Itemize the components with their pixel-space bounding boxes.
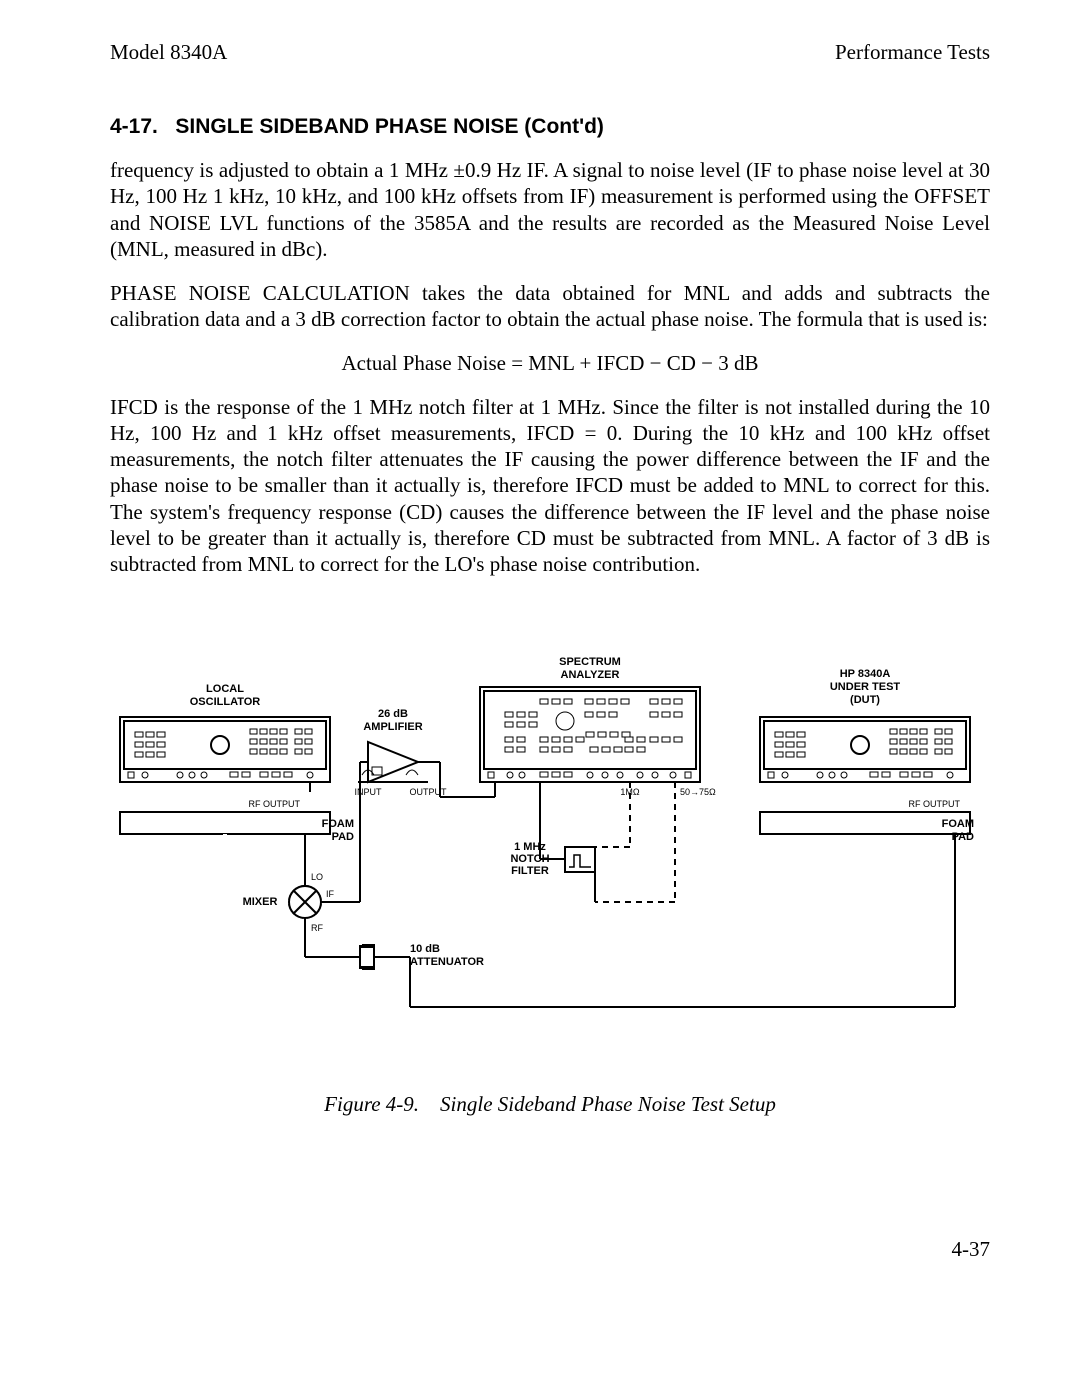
section-number: 4-17. — [110, 115, 158, 138]
formula: Actual Phase Noise = MNL + IFCD − CD − 3… — [110, 351, 990, 376]
label-notch-3: FILTER — [511, 865, 549, 877]
label-output: OUTPUT — [410, 787, 448, 797]
label-1meg: 1MΩ — [620, 787, 640, 797]
label-amp-2: AMPLIFIER — [363, 721, 422, 733]
label-rf-out-r: RF OUTPUT — [909, 799, 961, 809]
label-foam-l-2: PAD — [332, 831, 354, 843]
label-5075: 50→75Ω — [680, 787, 716, 797]
label-atten: 10 dB — [410, 943, 440, 955]
block-diagram-svg: LOCAL OSCILLATOR SPECTRUM ANALYZER HP 83… — [110, 647, 990, 1037]
paragraph-2: PHASE NOISE CALCULATION takes the data o… — [110, 280, 990, 333]
label-local-osc-2: OSCILLATOR — [190, 696, 261, 708]
figure-caption: Figure 4-9. Single Sideband Phase Noise … — [110, 1092, 990, 1117]
label-notch-2: NOTCH — [510, 853, 549, 865]
header-left: Model 8340A — [110, 40, 227, 65]
label-spectrum-2: ANALYZER — [561, 669, 620, 681]
label-if: IF — [326, 889, 335, 899]
label-spectrum: SPECTRUM — [559, 656, 621, 668]
page-number: 4-37 — [110, 1237, 990, 1262]
label-local-osc: LOCAL — [206, 683, 244, 695]
page: Model 8340A Performance Tests 4-17. SING… — [0, 0, 1080, 1302]
label-dut-2: UNDER TEST — [830, 681, 901, 693]
label-foam-r: FOAM — [942, 818, 974, 830]
paragraph-3: IFCD is the response of the 1 MHz notch … — [110, 394, 990, 578]
figure-title: Single Sideband Phase Noise Test Setup — [440, 1092, 776, 1116]
label-rf-out-l: RF OUTPUT — [249, 799, 301, 809]
header-right: Performance Tests — [835, 40, 990, 65]
label-amp: 26 dB — [378, 708, 408, 720]
page-header: Model 8340A Performance Tests — [110, 40, 990, 65]
label-foam-l: FOAM — [322, 818, 354, 830]
label-dut-3: (DUT) — [850, 694, 880, 706]
label-atten-2: ATTENUATOR — [410, 956, 484, 968]
label-notch: 1 MHz — [514, 841, 546, 853]
figure-number: Figure 4-9. — [324, 1092, 419, 1116]
label-dut: HP 8340A — [840, 668, 891, 680]
label-input: INPUT — [355, 787, 383, 797]
label-lo: LO — [311, 872, 323, 882]
figure-diagram: LOCAL OSCILLATOR SPECTRUM ANALYZER HP 83… — [110, 647, 990, 1042]
section-title: 4-17. SINGLE SIDEBAND PHASE NOISE (Cont'… — [110, 115, 990, 139]
label-mixer: MIXER — [243, 896, 278, 908]
label-rf: RF — [311, 923, 323, 933]
label-foam-r-2: PAD — [952, 831, 974, 843]
section-heading: SINGLE SIDEBAND PHASE NOISE (Cont'd) — [175, 115, 604, 138]
paragraph-1: frequency is adjusted to obtain a 1 MHz … — [110, 157, 990, 262]
